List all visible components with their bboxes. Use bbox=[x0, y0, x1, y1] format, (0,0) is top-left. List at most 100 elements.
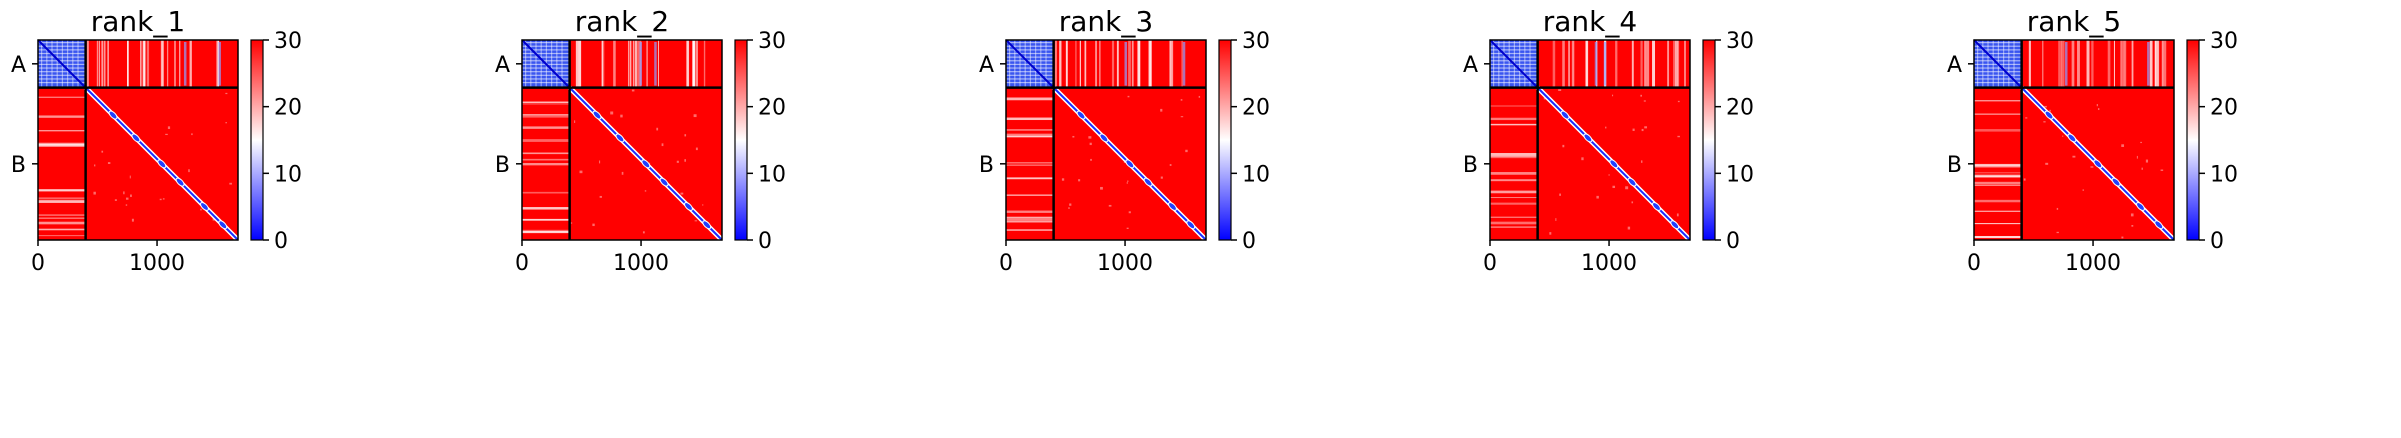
colorbar-tick-label: 10 bbox=[1242, 162, 1270, 187]
bb-speckle bbox=[579, 170, 583, 174]
bb-speckle bbox=[1641, 160, 1643, 163]
colorbar-tick-label: 20 bbox=[274, 96, 302, 121]
ba-streak bbox=[522, 101, 570, 104]
a-block-stripe bbox=[522, 45, 570, 47]
panel-title: rank_3 bbox=[1059, 5, 1153, 38]
ab-streak-blue bbox=[1594, 42, 1598, 86]
ab-streak bbox=[2071, 40, 2075, 88]
ab-streak bbox=[189, 40, 192, 88]
a-block-stripe bbox=[1490, 42, 1538, 44]
bb-speckle bbox=[680, 192, 684, 195]
bb-speckle bbox=[2145, 159, 2149, 163]
ba-streak bbox=[1490, 179, 1538, 182]
a-block-stripe bbox=[56, 40, 58, 88]
ba-streak bbox=[522, 103, 570, 105]
ab-streak bbox=[2149, 40, 2153, 88]
ab-streak bbox=[635, 40, 637, 88]
colorbar-tick-label: 0 bbox=[758, 229, 772, 254]
bb-speckle bbox=[159, 198, 162, 201]
a-block-stripe bbox=[1498, 40, 1500, 88]
ba-streak bbox=[1490, 216, 1538, 218]
x-tick-label: 0 bbox=[1483, 251, 1497, 276]
ab-streak bbox=[104, 40, 106, 88]
a-block-stripe bbox=[522, 81, 570, 84]
a-block-stripe bbox=[1006, 67, 1054, 69]
ab-streak bbox=[127, 40, 129, 88]
axes-frame bbox=[521, 39, 723, 241]
domain-blob bbox=[1670, 220, 1680, 230]
domain-blob bbox=[2111, 177, 2121, 187]
ab-streak bbox=[1181, 40, 1183, 88]
a-block-stripe bbox=[1006, 49, 1054, 51]
domain-blob bbox=[2136, 202, 2145, 211]
a-block-stripe bbox=[1974, 60, 2022, 62]
bb-speckle bbox=[676, 160, 679, 163]
bb-speckle bbox=[599, 160, 601, 164]
bb-speckle bbox=[1549, 232, 1552, 235]
ba-streak bbox=[38, 197, 86, 200]
colorbar-tick-label: 30 bbox=[1242, 29, 1270, 54]
bb-speckle bbox=[610, 111, 614, 115]
ba-streak bbox=[38, 214, 86, 216]
ab-streak bbox=[1130, 40, 1132, 88]
bb-speckle bbox=[661, 143, 664, 147]
a-block-stripe bbox=[551, 40, 553, 88]
ab-streak bbox=[637, 40, 640, 88]
a-block-stripe bbox=[38, 71, 86, 73]
y-tick-label: B bbox=[979, 153, 994, 178]
bb-speckle bbox=[2043, 121, 2046, 123]
ba-streak bbox=[1490, 226, 1538, 228]
ba-streak bbox=[1006, 129, 1054, 131]
a-block-stripe bbox=[1490, 60, 1538, 62]
a-block-stripe bbox=[1490, 52, 1538, 55]
bb-speckle bbox=[125, 204, 128, 206]
bb-speckle bbox=[569, 222, 573, 224]
ba-streak bbox=[522, 139, 570, 142]
a-block-stripe bbox=[1974, 56, 2022, 58]
ba-streak bbox=[38, 130, 86, 132]
bb-speckle bbox=[1185, 149, 1188, 153]
a-block-diagonal bbox=[521, 39, 571, 89]
bb-speckle bbox=[1612, 185, 1616, 189]
bb-speckle bbox=[702, 204, 704, 206]
a-block-stripe bbox=[1019, 40, 1021, 88]
ab-streak bbox=[2156, 40, 2160, 88]
panel-1: rank_1 A B 0 1000 0 10 20 30 bbox=[11, 5, 302, 276]
ab-streak bbox=[1116, 40, 1119, 88]
a-block-diagonal bbox=[1973, 39, 2023, 89]
bb-speckle bbox=[2025, 117, 2028, 119]
x-tick-label: 0 bbox=[999, 251, 1013, 276]
domain-blob bbox=[615, 133, 625, 143]
ba-streak bbox=[38, 189, 86, 192]
ab-streak bbox=[575, 40, 579, 88]
bb-speckle bbox=[1605, 126, 1607, 129]
ab-streak bbox=[1137, 40, 1140, 88]
ba-streak bbox=[522, 229, 570, 233]
colorbar-tick-label: 30 bbox=[1726, 29, 1754, 54]
colorbar-tick-label: 10 bbox=[758, 162, 786, 187]
a-block-stripe bbox=[1982, 40, 1984, 88]
domain-blob bbox=[1143, 177, 1153, 187]
ab-streak bbox=[1677, 40, 1680, 88]
bb-speckle bbox=[114, 199, 117, 201]
domain-blob bbox=[2154, 220, 2164, 230]
a-block-stripe bbox=[1006, 45, 1054, 47]
bb-speckle bbox=[1180, 99, 1183, 101]
ba-streak bbox=[1006, 229, 1054, 231]
bb-speckle bbox=[93, 191, 96, 195]
ba-streak bbox=[1006, 135, 1054, 138]
ab-streak bbox=[1644, 40, 1647, 88]
bb-speckle bbox=[1089, 142, 1092, 146]
bb-speckle bbox=[1625, 186, 1629, 190]
colorbar-tick-label: 30 bbox=[758, 29, 786, 54]
a-block-stripe bbox=[1974, 81, 2022, 84]
a-block-stripe bbox=[522, 56, 570, 58]
ab-streak bbox=[1552, 40, 1556, 88]
bb-speckle bbox=[2056, 207, 2059, 210]
ab-streak bbox=[2120, 40, 2123, 88]
a-block-stripe bbox=[38, 78, 86, 80]
bb-speckle bbox=[1069, 203, 1072, 206]
bb-speckle bbox=[1611, 94, 1614, 97]
a-block-stripe bbox=[1974, 67, 2022, 69]
bb-speckle bbox=[2056, 231, 2059, 234]
